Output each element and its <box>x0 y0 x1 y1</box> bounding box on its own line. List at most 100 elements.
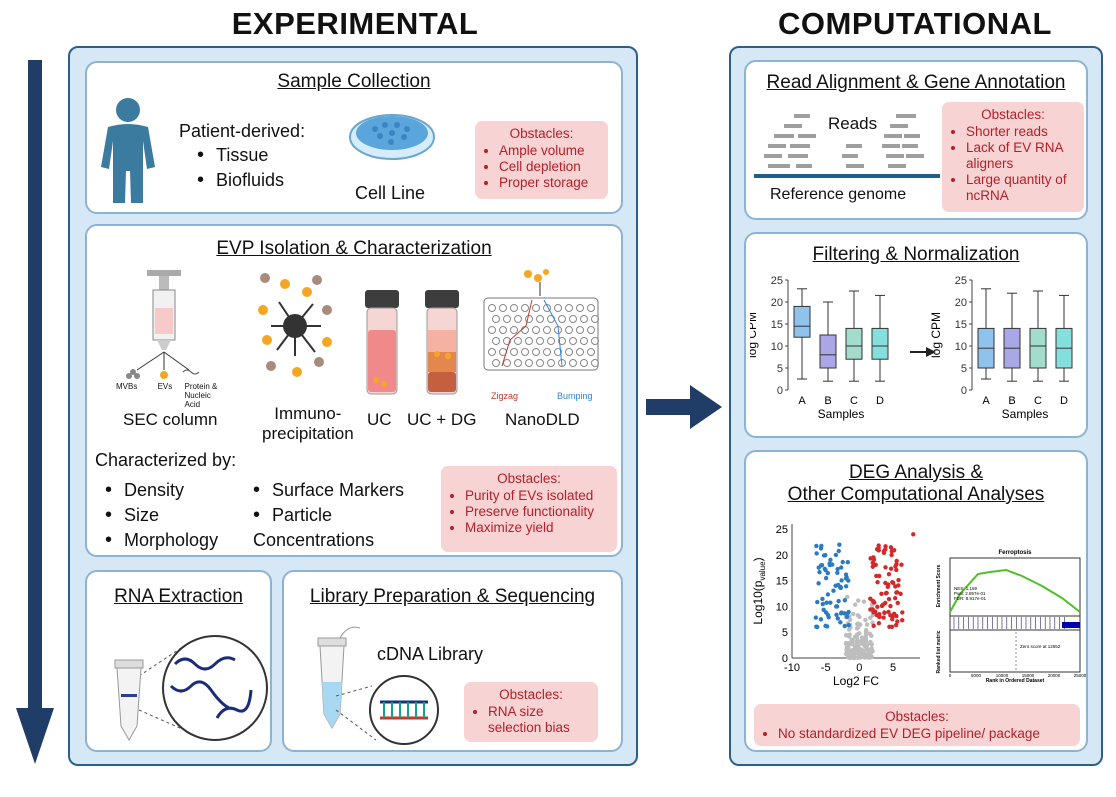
point <box>886 571 892 577</box>
pillar <box>499 304 507 312</box>
point <box>828 557 833 563</box>
point <box>881 615 886 620</box>
sample-collection-title: Sample Collection <box>277 71 431 92</box>
point <box>836 548 841 554</box>
point <box>872 609 878 614</box>
enrichment-panel <box>949 557 1081 617</box>
point <box>834 604 840 609</box>
point <box>861 599 867 604</box>
point <box>839 578 844 583</box>
point <box>822 566 828 572</box>
ranked-panel <box>949 629 1081 673</box>
library-illustration <box>317 626 439 745</box>
mvbs-label: MVBs <box>116 382 138 391</box>
stat-label: NES: 1.169 <box>954 586 978 591</box>
point <box>894 567 899 573</box>
point <box>895 600 900 606</box>
point <box>817 569 822 575</box>
point <box>847 632 852 637</box>
point <box>840 559 845 565</box>
category-label: B <box>1008 395 1015 407</box>
point <box>835 616 841 621</box>
right-arrow <box>646 385 722 429</box>
point <box>842 623 847 629</box>
point <box>876 543 881 548</box>
point <box>879 603 885 609</box>
point <box>869 642 875 647</box>
point <box>864 622 870 627</box>
point <box>888 603 893 609</box>
tick-label: 10 <box>955 341 967 353</box>
pillar <box>503 315 511 323</box>
point <box>838 611 844 616</box>
list-item: Size <box>105 503 218 528</box>
petri-dish-icon <box>349 114 435 160</box>
gsea-title: Ferroptosis <box>998 550 1032 556</box>
point <box>816 565 821 570</box>
point <box>843 584 849 589</box>
point <box>843 640 849 646</box>
pillar <box>547 337 555 345</box>
boxplot-after: log CPM 25 20 15 10 5 0 A B C D Samples <box>929 275 1073 421</box>
point <box>845 594 850 600</box>
pillar <box>554 304 562 312</box>
evs-label: EVs <box>157 382 173 391</box>
point <box>838 620 843 625</box>
rank-bar <box>1062 622 1080 628</box>
tick-label: 20000 <box>1048 673 1061 678</box>
tick-label: 5 <box>777 363 783 375</box>
point <box>814 551 819 556</box>
point <box>883 591 889 596</box>
point <box>823 575 829 581</box>
point <box>838 565 844 570</box>
tick-label: 25 <box>771 275 783 287</box>
point <box>825 570 831 576</box>
point <box>883 544 888 549</box>
nanodld-icon <box>483 269 599 371</box>
method-uc: UC <box>367 410 392 429</box>
point <box>911 532 916 537</box>
pillar <box>510 304 518 312</box>
point <box>846 653 852 658</box>
alignment-obstacles-box: Obstacles: Shorter reads Lack of EV RNA … <box>942 102 1084 212</box>
point <box>835 566 840 572</box>
pillar <box>536 315 544 323</box>
pillar <box>521 304 529 312</box>
point <box>879 591 884 596</box>
point <box>857 649 862 654</box>
tick-label: 10 <box>771 341 783 353</box>
point <box>856 624 861 630</box>
tick-label: 15 <box>776 576 788 588</box>
pillar <box>488 348 496 356</box>
pillar <box>503 359 511 367</box>
uc-dg-tube-icon <box>425 290 459 395</box>
pillar <box>499 326 507 334</box>
pillar <box>525 359 533 367</box>
point <box>827 562 833 568</box>
sec-sublabels: MVBs EVs Protein & Nucleic Acid <box>116 382 226 409</box>
point <box>883 565 888 570</box>
pillar <box>543 348 551 356</box>
tick-label: 0 <box>777 385 783 397</box>
obstacle-item: Cell depletion <box>499 159 599 175</box>
point <box>828 600 833 605</box>
point <box>864 642 870 648</box>
point <box>833 583 838 588</box>
characterized-by-label: Characterized by: <box>95 450 237 470</box>
point <box>831 588 836 593</box>
point <box>833 552 839 558</box>
x-axis-label: Log2 FC <box>833 674 879 688</box>
pillar <box>558 337 566 345</box>
point <box>868 607 873 612</box>
point <box>893 584 898 589</box>
point <box>886 596 892 602</box>
method-sec-column: SEC column <box>123 410 218 429</box>
pillar <box>521 348 529 356</box>
point <box>849 647 855 653</box>
tick-label: -5 <box>821 662 831 674</box>
point <box>855 613 861 618</box>
pillar <box>565 348 573 356</box>
list-item: Tissue <box>197 143 284 168</box>
list-item: Biofluids <box>197 168 284 193</box>
person-icon <box>101 98 155 203</box>
